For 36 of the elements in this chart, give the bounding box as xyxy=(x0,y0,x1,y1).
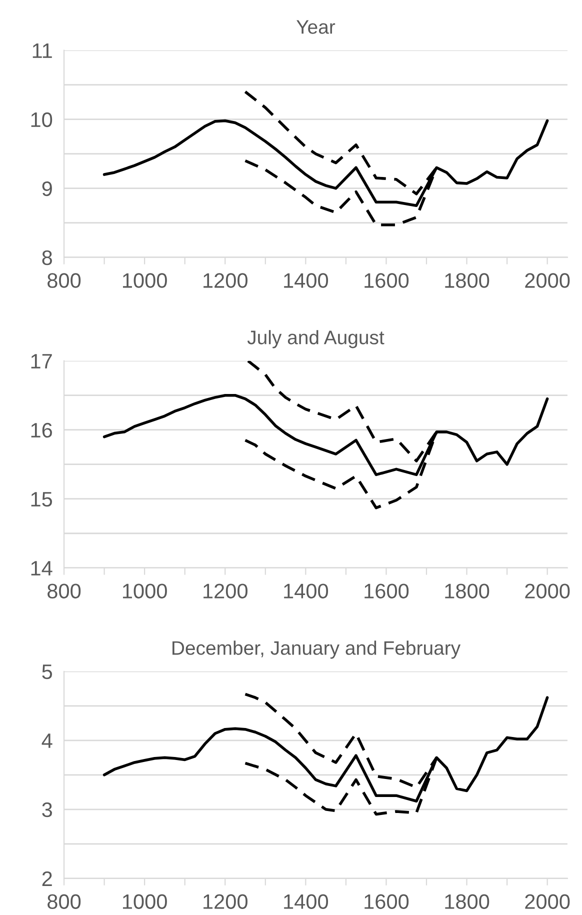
y-tick-label: 15 xyxy=(31,492,52,507)
x-tick-label: 1600 xyxy=(364,273,409,288)
x-tick-label: 1800 xyxy=(445,584,490,598)
x-tick-label: 1400 xyxy=(284,894,328,909)
x-tick-label: 1600 xyxy=(364,894,409,909)
x-tick-label: 1200 xyxy=(204,894,248,909)
x-tick-label: 1200 xyxy=(204,584,248,598)
x-tick-label: 1600 xyxy=(364,584,409,598)
y-tick-label: 5 xyxy=(42,664,52,680)
x-tick-label: 2000 xyxy=(525,273,570,288)
y-tick-label: 3 xyxy=(42,802,52,818)
x-tick-label: 1200 xyxy=(204,273,248,288)
x-tick-label: 1400 xyxy=(284,273,328,288)
y-tick-label: 11 xyxy=(32,44,52,58)
y-tick-label: 9 xyxy=(42,181,52,196)
x-tick-label: 1400 xyxy=(284,584,328,598)
y-tick-label: 16 xyxy=(31,422,52,438)
x-tick-label: 1000 xyxy=(122,273,167,288)
chart-title: December, January and February xyxy=(172,640,461,659)
y-tick-label: 2 xyxy=(42,871,52,886)
chart-title: July and August xyxy=(247,330,384,348)
x-tick-label: 2000 xyxy=(525,584,570,598)
y-tick-label: 10 xyxy=(31,112,52,128)
x-tick-label: 800 xyxy=(48,273,81,288)
y-tick-label: 14 xyxy=(31,561,52,576)
x-tick-label: 1000 xyxy=(122,584,167,598)
chart-title: Year xyxy=(296,20,336,34)
x-tick-label: 800 xyxy=(48,584,81,598)
y-tick-label: 17 xyxy=(31,354,52,368)
x-tick-label: 1800 xyxy=(445,273,490,288)
y-tick-label: 8 xyxy=(42,250,52,266)
x-tick-label: 1000 xyxy=(122,894,167,909)
x-tick-label: 1800 xyxy=(445,894,490,909)
x-tick-label: 2000 xyxy=(525,894,570,909)
y-tick-label: 4 xyxy=(42,734,52,748)
x-tick-label: 800 xyxy=(48,894,81,909)
